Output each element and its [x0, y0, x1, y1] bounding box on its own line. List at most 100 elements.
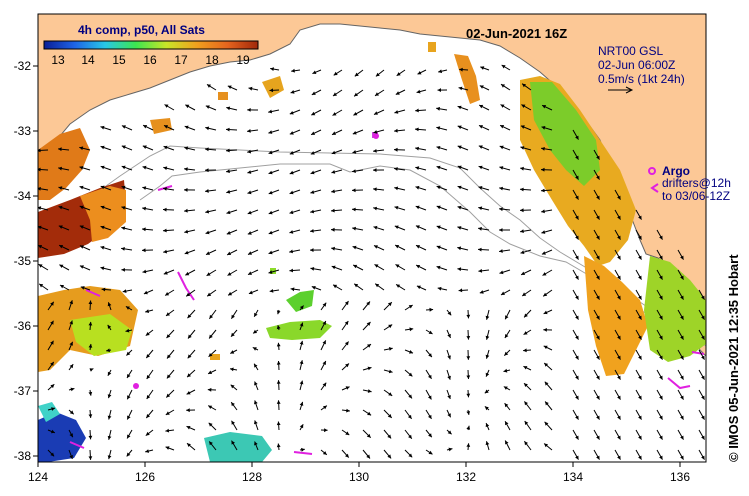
current-vector-head [436, 165, 441, 170]
current-vector-head [485, 372, 490, 377]
current-vector-head [345, 386, 350, 390]
current-vector-head [166, 374, 171, 379]
current-vector-head [206, 272, 211, 276]
current-vector-head [324, 428, 328, 433]
current-vector-head [121, 247, 125, 251]
current-vector-head [415, 108, 419, 113]
current-vector-head [345, 453, 349, 458]
current-vector-head [499, 270, 504, 275]
current-vector-head [701, 435, 705, 440]
current-vector-head [163, 145, 168, 150]
current-vector-head [541, 147, 545, 151]
current-vector-head [394, 128, 398, 133]
current-vector-head [478, 268, 483, 273]
current-vector-head [142, 165, 147, 170]
current-vector-head [289, 230, 294, 234]
current-vector-head [226, 210, 231, 215]
current-vector-head [254, 400, 258, 405]
current-vector-head [541, 251, 546, 255]
current-vector-head [276, 310, 281, 315]
current-vector-head [289, 170, 294, 175]
current-vector-head [416, 265, 421, 269]
current-vector-head [659, 355, 663, 360]
current-vector-head [458, 288, 463, 293]
current-vector-head [310, 151, 315, 155]
colorbar-tick: 15 [112, 53, 126, 67]
current-vector-head [659, 335, 663, 340]
lon-tick-label: 128 [242, 470, 262, 484]
current-vector-head [187, 354, 192, 359]
colorbar-tick: 19 [236, 53, 250, 67]
lat-tick-label: -37 [14, 384, 32, 398]
current-vector-head [205, 168, 209, 173]
current-vector-head [187, 314, 192, 319]
current-vector-head [311, 111, 316, 116]
current-vector-head [520, 166, 524, 171]
current-vector-head [415, 127, 419, 132]
current-vector-head [436, 205, 441, 210]
current-vector-head [146, 375, 151, 379]
current-legend-line1: NRT00 GSL [598, 44, 663, 58]
current-vector-head [544, 363, 549, 367]
current-vector-head [248, 271, 252, 275]
current-vector-head [394, 186, 399, 191]
current-vector-head [322, 340, 326, 345]
current-vector-head [408, 305, 413, 309]
current-vector-head [394, 167, 398, 171]
current-vector-head [520, 187, 524, 192]
current-vector-head [415, 205, 420, 210]
current-vector-head [499, 166, 504, 170]
current-vector-head [352, 245, 357, 250]
current-vector-head [142, 248, 146, 253]
current-vector-head [121, 206, 126, 210]
current-vector-head [575, 295, 579, 300]
lon-tick-label: 126 [135, 470, 155, 484]
current-vector-head [395, 91, 400, 95]
sst-patch-cyan-south [204, 432, 272, 462]
current-vector-head [366, 322, 371, 326]
current-vector-head [388, 369, 393, 374]
current-vector-head [205, 209, 210, 214]
current-vector-head [332, 112, 337, 116]
current-vector-head [638, 415, 642, 420]
current-vector-head [79, 185, 84, 190]
current-vector-head [575, 375, 579, 380]
current-vector-head [466, 425, 471, 430]
current-vector-head [617, 355, 621, 360]
current-vector-head [184, 125, 189, 130]
current-vector-head [521, 104, 526, 108]
current-vector-head [69, 433, 73, 438]
argo-float-marker [133, 383, 139, 389]
current-vector-head [79, 146, 84, 151]
current-vector-head [146, 354, 150, 358]
current-vector-head [289, 151, 294, 155]
current-vector-head [353, 264, 358, 269]
current-vector-head [227, 272, 232, 276]
current-vector-head [345, 363, 349, 368]
current-vector-head [269, 289, 274, 293]
current-vector-head [617, 295, 621, 300]
current-vector-head [310, 170, 315, 175]
current-vector-head [185, 271, 190, 276]
current-vector-head [231, 314, 235, 319]
current-vector-head [247, 149, 252, 154]
current-vector-head [523, 366, 528, 370]
current-vector-head [447, 311, 452, 316]
current-vector-head [373, 130, 378, 134]
current-vector-head [38, 186, 41, 191]
current-vector-head [374, 264, 379, 268]
current-vector-head [457, 246, 462, 251]
current-vector-head [575, 195, 579, 200]
current-vector-head [485, 315, 490, 320]
current-vector-head [107, 394, 112, 399]
current-vector-head [289, 111, 294, 115]
current-vector-head [617, 435, 621, 440]
sst-patch-north-2 [262, 76, 284, 98]
current-vector-head [367, 389, 372, 393]
current-vector-head [617, 335, 621, 340]
current-vector-head [107, 371, 112, 376]
current-vector-head [478, 206, 483, 211]
current-vector-head [659, 435, 663, 440]
current-vector-head [345, 431, 350, 435]
current-vector-head [387, 302, 392, 307]
